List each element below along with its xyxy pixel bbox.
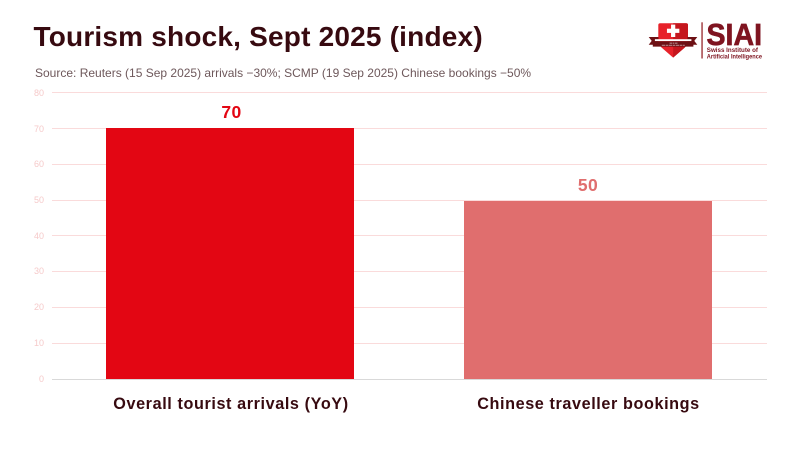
svg-text:Artificial Intelligence: Artificial Intelligence: [707, 53, 762, 60]
svg-text:SIAI: SIAI: [707, 18, 763, 52]
svg-text:Swiss Institute of: Swiss Institute of: [707, 47, 759, 54]
